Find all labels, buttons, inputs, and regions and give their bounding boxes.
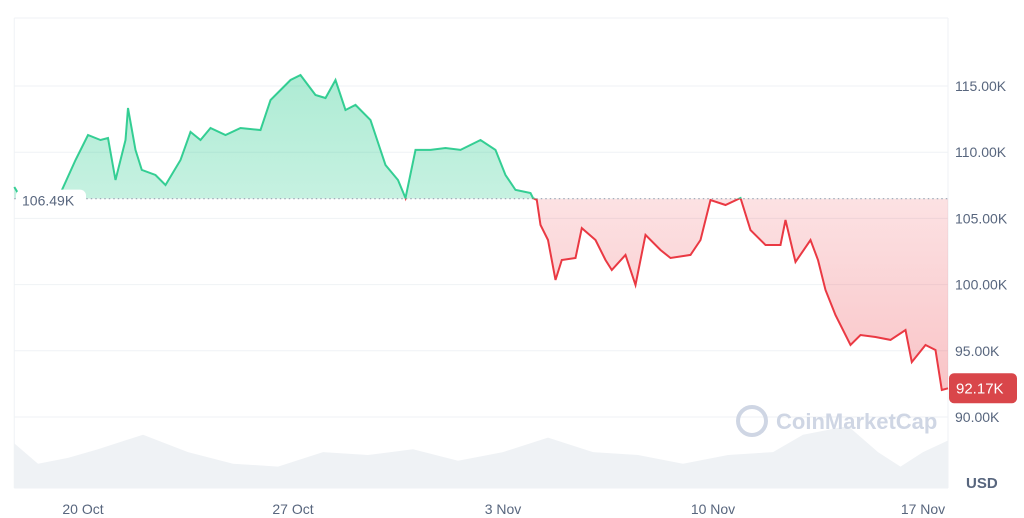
x-tick-label: 3 Nov [485,501,522,517]
down-area-fill [534,198,948,390]
watermark-text: CoinMarketCap [776,409,937,434]
coinmarketcap-logo-icon [736,405,768,437]
currency-label: USD [966,475,998,492]
x-tick-label: 27 Oct [272,501,313,517]
y-tick-label: 100.00K [955,277,1008,293]
y-axis: 90.00K 95.00K 100.00K 105.00K 110.00K 115.00K [955,78,1008,425]
price-line-down [404,198,949,392]
baseline-label: 106.49K [16,189,86,212]
x-tick-label: 10 Nov [691,501,735,517]
current-price-badge: 92.17K [949,373,1017,404]
x-axis: 20 Oct 27 Oct 3 Nov 10 Nov 17 Nov [62,501,945,517]
y-tick-label: 115.00K [955,78,1007,94]
current-price: 92.17K [956,380,1004,397]
y-tick-label: 90.00K [955,409,1000,425]
y-tick-label: 95.00K [955,343,1000,359]
price-line-up [13,73,742,199]
up-area-fill [14,75,948,199]
x-tick-label: 20 Oct [62,501,103,517]
volume-area [14,426,948,488]
y-tick-label: 110.00K [955,144,1007,160]
watermark: CoinMarketCap [736,405,937,437]
x-tick-label: 17 Nov [901,501,945,517]
y-tick-label: 105.00K [955,210,1008,226]
baseline-value: 106.49K [22,193,75,209]
